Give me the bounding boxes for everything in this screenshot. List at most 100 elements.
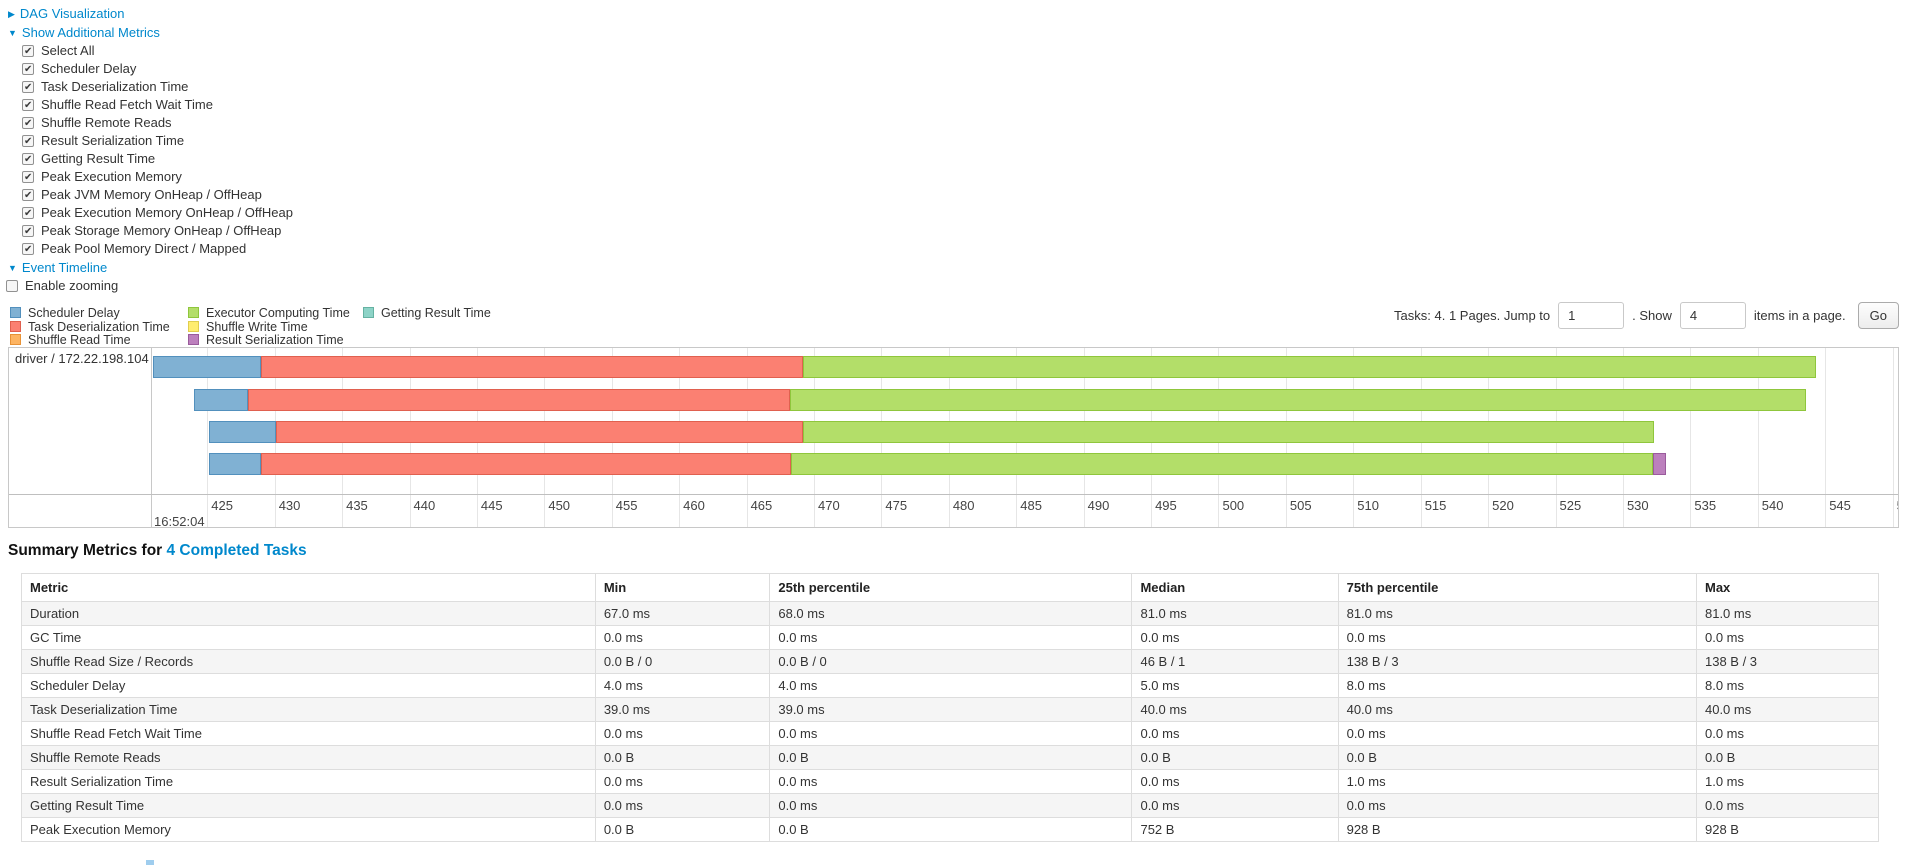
checkbox-checked-icon[interactable] <box>22 187 34 205</box>
chevron-right-icon: ▶ <box>8 9 15 19</box>
go-button[interactable]: Go <box>1857 301 1899 329</box>
task-bar-segment-scheduler-delay[interactable] <box>208 421 277 443</box>
checkbox-checked-icon[interactable] <box>22 97 34 115</box>
metric-value-cell: 40.0 ms <box>1337 697 1697 722</box>
checkbox-checked-icon[interactable] <box>22 61 34 79</box>
metric-checkbox-item[interactable]: Peak Pool Memory Direct / Mapped <box>22 240 1907 259</box>
time-tick-label: 495 <box>1155 498 1177 513</box>
table-row: Shuffle Read Size / Records 0.0 B / 0 0.0 … <box>21 649 1880 674</box>
table-row: Shuffle Read Fetch Wait Time 0.0 ms 0.0 ms… <box>21 721 1880 746</box>
checkbox-checked-icon[interactable] <box>22 133 34 151</box>
jump-to-page-input[interactable] <box>1558 301 1625 329</box>
summary-metrics-heading: Summary Metrics for 4 Completed Tasks <box>8 542 1907 564</box>
legend-swatch-getting-result <box>363 307 374 318</box>
metric-checkbox-item[interactable]: Peak Execution Memory OnHeap / OffHeap <box>22 204 1907 223</box>
metric-value-cell: 0.0 ms <box>769 721 1133 746</box>
dag-visualization-toggle[interactable]: ▶ DAG Visualization <box>8 4 1907 23</box>
metric-value-cell: 0.0 ms <box>594 625 771 650</box>
metric-value-cell: 67.0 ms <box>594 601 771 626</box>
task-bar-segment-scheduler-delay[interactable] <box>208 453 262 475</box>
chevron-down-icon: ▼ <box>8 28 17 38</box>
items-per-page-input[interactable] <box>1679 301 1746 329</box>
metric-checkbox-item[interactable]: Select All <box>22 42 1907 61</box>
checkbox-checked-icon[interactable] <box>22 169 34 187</box>
task-bar-segment-result-serialization[interactable] <box>1652 453 1667 475</box>
metric-value-cell: 0.0 B <box>594 745 771 770</box>
event-timeline-link[interactable]: Event Timeline <box>21 260 108 275</box>
checkbox-checked-icon[interactable] <box>22 79 34 97</box>
completed-tasks-link[interactable]: 4 Completed Tasks <box>166 542 307 559</box>
time-tick-label: 545 <box>1829 498 1851 513</box>
metric-value-cell: 81.0 ms <box>1695 601 1880 626</box>
metric-value-cell: 81.0 ms <box>1337 601 1697 626</box>
metric-value-cell: 138 B / 3 <box>1695 649 1880 674</box>
metric-checkbox-item[interactable]: Scheduler Delay <box>22 60 1907 79</box>
metric-value-cell: 928 B <box>1337 817 1697 842</box>
metric-value-cell: 1.0 ms <box>1695 769 1880 794</box>
legend-item-getting-result: Getting Result Time <box>363 307 491 321</box>
task-bar-segment-executor-computing[interactable] <box>789 389 1807 411</box>
metric-checkbox-item[interactable]: Peak Execution Memory <box>22 168 1907 187</box>
metric-name-cell: Shuffle Read Fetch Wait Time <box>21 721 596 746</box>
metric-name-cell: Getting Result Time <box>21 793 596 818</box>
checkbox-checked-icon[interactable] <box>22 223 34 241</box>
table-header-cell: 25th percentile <box>769 573 1133 602</box>
time-gridline <box>1757 348 1759 527</box>
legend-column: Scheduler Delay Task Deserialization Time… <box>10 307 188 348</box>
show-additional-metrics-link[interactable]: Show Additional Metrics <box>21 25 160 40</box>
show-additional-metrics-toggle[interactable]: ▼ Show Additional Metrics <box>8 23 1907 42</box>
metric-checkbox-item[interactable]: Getting Result Time <box>22 150 1907 169</box>
enable-zooming-label: Enable zooming <box>25 278 119 293</box>
metric-checkbox-item[interactable]: Shuffle Remote Reads <box>22 114 1907 133</box>
checkbox-checked-icon[interactable] <box>22 115 34 133</box>
metric-value-cell: 0.0 B <box>1337 745 1697 770</box>
task-bar-segment-scheduler-delay[interactable] <box>153 356 262 378</box>
metric-checkbox-label: Getting Result Time <box>41 151 156 166</box>
task-bar-segment-scheduler-delay[interactable] <box>193 389 248 411</box>
task-bar-segment-task-deserialization[interactable] <box>261 453 792 475</box>
metric-checkbox-label: Peak Execution Memory OnHeap / OffHeap <box>41 205 293 220</box>
task-bar-segment-task-deserialization[interactable] <box>261 356 804 378</box>
time-gridline <box>207 348 209 527</box>
dag-visualization-link[interactable]: DAG Visualization <box>19 6 125 21</box>
metric-checkbox-item[interactable]: Result Serialization Time <box>22 132 1907 151</box>
checkbox-checked-icon[interactable] <box>22 151 34 169</box>
metric-value-cell: 40.0 ms <box>1695 697 1880 722</box>
metric-checkbox-item[interactable]: Peak Storage Memory OnHeap / OffHeap <box>22 222 1907 241</box>
time-gridline <box>1690 348 1692 527</box>
metric-value-cell: 46 B / 1 <box>1131 649 1339 674</box>
task-bar-segment-task-deserialization[interactable] <box>247 389 790 411</box>
checkbox-checked-icon[interactable] <box>22 43 34 61</box>
checkbox-checked-icon[interactable] <box>22 205 34 223</box>
metric-value-cell: 0.0 ms <box>1695 793 1880 818</box>
task-pagination: Tasks: 4. 1 Pages. Jump to . Show items … <box>1390 295 1899 335</box>
metric-checkbox-item[interactable]: Peak JVM Memory OnHeap / OffHeap <box>22 186 1907 205</box>
time-tick-label: 490 <box>1087 498 1110 513</box>
task-bar-segment-executor-computing[interactable] <box>803 356 1816 378</box>
legend-label: Result Serialization Time <box>206 333 344 347</box>
task-bar-segment-task-deserialization[interactable] <box>276 421 804 443</box>
metric-value-cell: 0.0 ms <box>769 793 1133 818</box>
metric-value-cell: 0.0 B <box>769 745 1133 770</box>
event-timeline-chart: driver / 172.22.198.104 425 430 435 440 445 4… <box>8 347 1899 528</box>
time-tick-label: 435 <box>346 498 368 513</box>
timeline-legend: Scheduler Delay Task Deserialization Time… <box>10 307 491 348</box>
time-tick-label: 465 <box>750 498 773 513</box>
task-bar-segment-executor-computing[interactable] <box>791 453 1653 475</box>
metric-checkbox-label: Shuffle Remote Reads <box>41 115 172 130</box>
metric-checkbox-item[interactable]: Shuffle Read Fetch Wait Time <box>22 96 1907 115</box>
summary-metrics-table: Metric Min 25th percentile Median 75th perce… <box>21 573 1880 842</box>
event-timeline-toggle[interactable]: ▼ Event Timeline <box>8 258 1907 277</box>
legend-label: Shuffle Read Time <box>28 333 131 347</box>
checkbox-checked-icon[interactable] <box>22 241 34 259</box>
metric-name-cell: Duration <box>21 601 596 626</box>
metric-checkbox-item[interactable]: Task Deserialization Time <box>22 78 1907 97</box>
time-tick-label: 445 <box>480 498 503 513</box>
task-bar-segment-executor-computing[interactable] <box>803 421 1654 443</box>
table-header-cell: Min <box>594 573 771 602</box>
metric-value-cell: 40.0 ms <box>1131 697 1339 722</box>
enable-zooming-checkbox[interactable] <box>6 280 18 292</box>
metric-value-cell: 0.0 ms <box>594 721 771 746</box>
legend-column: Executor Computing Time Shuffle Write Tim… <box>188 307 363 348</box>
legend-item-executor-computing: Executor Computing Time <box>188 307 363 321</box>
